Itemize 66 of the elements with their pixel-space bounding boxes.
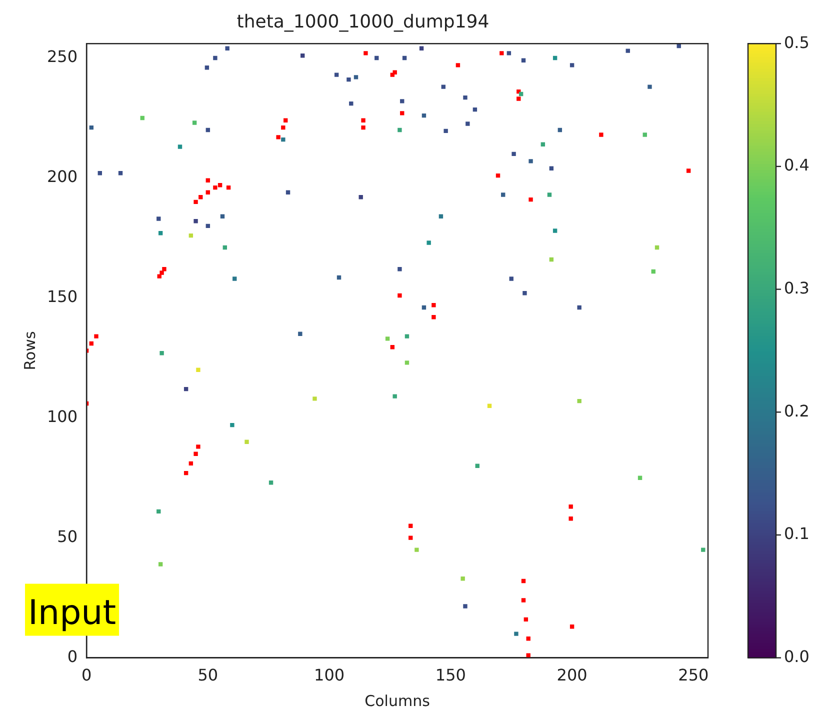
point xyxy=(206,178,210,182)
point xyxy=(89,341,94,346)
color-bar-label: 0.4 xyxy=(784,156,810,175)
x-tick-label: 200 xyxy=(556,666,588,685)
point xyxy=(184,470,188,476)
point xyxy=(194,452,198,456)
color-bar-label: 0.2 xyxy=(784,401,810,420)
y-tick-label: 150 xyxy=(46,287,78,306)
point xyxy=(194,200,198,204)
color-bar-label: 0.3 xyxy=(784,278,810,298)
point xyxy=(213,185,218,190)
x-tick-label: 250 xyxy=(678,666,709,685)
point xyxy=(400,111,404,116)
point xyxy=(188,461,194,466)
point xyxy=(390,345,395,350)
x-tick-label: 50 xyxy=(198,666,218,685)
point xyxy=(456,63,460,68)
y-axis-title: Rows xyxy=(20,331,39,370)
point xyxy=(528,197,533,202)
point xyxy=(686,168,691,173)
point xyxy=(218,183,222,188)
color-bar-label: 0.5 xyxy=(784,32,810,52)
point xyxy=(521,578,526,584)
y-tick-label: 200 xyxy=(46,167,78,186)
point xyxy=(361,118,366,122)
point xyxy=(162,267,166,272)
point xyxy=(398,293,402,298)
point xyxy=(568,504,573,509)
point xyxy=(496,173,500,178)
y-tick-label: 250 xyxy=(46,47,78,66)
point xyxy=(524,617,528,622)
x-tick-label: 150 xyxy=(435,666,466,685)
point xyxy=(408,524,413,528)
point xyxy=(500,51,504,56)
x-tick-label: 0 xyxy=(81,666,92,685)
point xyxy=(516,96,521,101)
point xyxy=(521,598,526,602)
point xyxy=(568,516,573,521)
point xyxy=(364,51,368,56)
point xyxy=(599,132,604,137)
x-tick-label: 100 xyxy=(314,666,345,685)
point xyxy=(284,118,288,122)
point xyxy=(361,125,366,130)
y-tick-label: 100 xyxy=(46,407,78,426)
point xyxy=(157,274,162,278)
point xyxy=(196,444,200,449)
point xyxy=(160,270,164,275)
point xyxy=(226,185,231,190)
color-bar-label: 0.1 xyxy=(784,524,810,544)
point xyxy=(570,624,574,629)
y-tick-label: 0 xyxy=(67,646,78,666)
point xyxy=(281,125,286,130)
point xyxy=(198,195,203,200)
y-tick-label: 50 xyxy=(57,526,78,546)
point xyxy=(392,70,397,74)
chart-title: theta_1000_1000_dump194 xyxy=(236,11,490,32)
point xyxy=(526,636,530,641)
point xyxy=(206,190,210,194)
point xyxy=(432,303,436,308)
point xyxy=(432,315,436,320)
point xyxy=(94,334,98,338)
annotation: Input xyxy=(28,592,116,633)
x-axis-title: Columns xyxy=(364,692,430,710)
color-bar-label: 0.0 xyxy=(784,646,810,666)
point xyxy=(276,135,280,140)
point xyxy=(408,536,413,540)
